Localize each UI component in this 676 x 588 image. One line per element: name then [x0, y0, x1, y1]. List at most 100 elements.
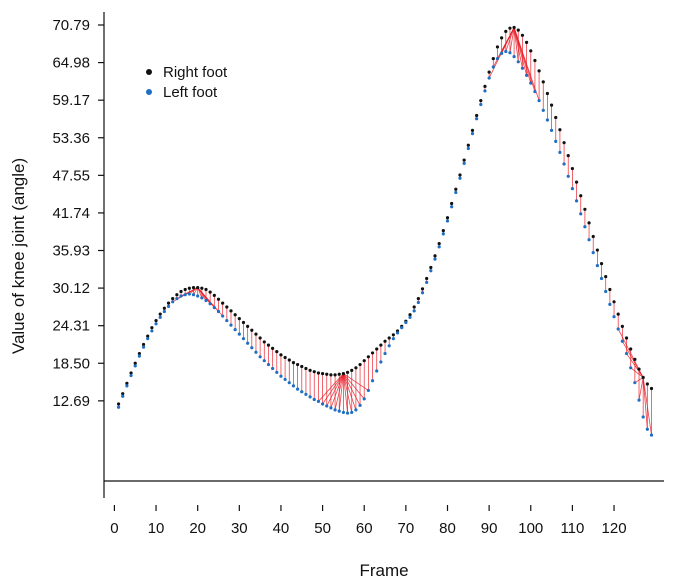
right-foot-point	[350, 368, 354, 372]
left-foot-point	[641, 415, 645, 419]
left-foot-point	[325, 404, 329, 408]
right-foot-point	[441, 229, 445, 233]
x-tick-label: 60	[356, 520, 373, 537]
left-foot-point	[541, 108, 545, 112]
right-foot-point	[308, 368, 312, 372]
left-foot-point	[225, 318, 229, 323]
right-foot-point	[645, 382, 649, 386]
left-foot-point	[354, 408, 358, 412]
y-axis-title: Value of knee joint (angle)	[9, 158, 28, 354]
x-tick-label: 10	[148, 520, 165, 537]
left-foot-point	[574, 199, 579, 203]
right-foot-point	[595, 248, 599, 252]
right-foot-point	[570, 166, 575, 171]
left-foot-point	[558, 150, 562, 154]
left-foot-point	[487, 76, 491, 80]
left-foot-point	[296, 387, 300, 391]
left-foot-point	[624, 351, 629, 356]
x-tick-label: 50	[314, 520, 331, 537]
right-foot-point	[566, 154, 570, 158]
left-foot-point	[645, 427, 649, 431]
right-foot-point	[541, 80, 545, 84]
right-foot-point	[116, 402, 121, 406]
right-foot-point	[375, 347, 379, 351]
left-foot-point	[595, 263, 599, 268]
x-ticks-group: 0 10 20 30 40 50 60 70 80 90 100 110 120	[110, 505, 627, 537]
left-foot-point	[408, 315, 412, 319]
left-foot-point	[383, 351, 387, 356]
right-foot-point	[416, 296, 420, 301]
connector-line	[343, 373, 353, 413]
y-tick-label: 24.31	[52, 318, 90, 335]
left-foot-point	[412, 309, 416, 313]
right-foot-point	[333, 373, 337, 377]
right-foot-point	[512, 25, 516, 30]
connector-line	[642, 377, 648, 430]
y-tick-label: 12.69	[52, 393, 90, 410]
left-foot-point	[250, 346, 254, 350]
left-foot-point	[121, 394, 125, 398]
right-foot-point	[296, 362, 300, 367]
connector-line	[322, 373, 344, 405]
left-foot-point	[362, 397, 366, 401]
right-foot-point	[516, 28, 520, 32]
right-foot-point	[175, 293, 179, 297]
right-foot-point	[458, 173, 462, 177]
left-foot-point	[266, 362, 271, 367]
left-foot-point	[329, 406, 333, 410]
right-foot-point	[320, 372, 325, 376]
right-foot-point	[520, 33, 525, 37]
right-foot-point	[133, 361, 137, 365]
left-foot-point	[529, 81, 533, 85]
x-tick-label: 120	[602, 520, 627, 537]
right-foot-point	[529, 49, 533, 53]
left-foot-point	[533, 89, 537, 94]
left-foot-point	[587, 238, 591, 242]
connector-line	[334, 373, 344, 410]
right-foot-point	[266, 343, 271, 347]
right-foot-point	[279, 353, 283, 357]
connector-line	[638, 377, 644, 401]
right-foot-point	[599, 262, 604, 266]
left-foot-point	[520, 66, 525, 70]
left-foot-point	[183, 293, 187, 297]
right-foot-point	[137, 351, 141, 356]
right-foot-point	[204, 287, 208, 292]
connector-line	[630, 367, 644, 378]
right-foot-point	[154, 318, 158, 323]
right-foot-point	[629, 347, 633, 351]
left-foot-point	[462, 161, 466, 165]
left-foot-point	[283, 377, 287, 382]
legend-label-right-foot: Right foot	[163, 64, 228, 81]
left-foot-point	[566, 174, 570, 178]
right-foot-point	[583, 207, 587, 211]
left-foot-point	[229, 323, 233, 327]
x-tick-label: 0	[110, 520, 118, 537]
left-foot-point	[208, 302, 212, 306]
left-foot-point	[479, 102, 483, 107]
right-foot-point	[341, 372, 346, 376]
left-foot-point	[125, 384, 129, 388]
connector-line	[338, 373, 344, 412]
left-foot-point	[350, 410, 354, 415]
connector-line	[318, 373, 344, 402]
left-foot-point	[404, 320, 408, 325]
y-tick-label: 35.93	[52, 243, 90, 260]
right-foot-point	[616, 312, 620, 316]
left-foot-point	[549, 128, 554, 132]
right-foot-point	[329, 373, 333, 377]
connector-line	[343, 373, 361, 406]
left-foot-point	[146, 337, 150, 341]
right-foot-point	[212, 293, 216, 297]
connector-line	[626, 353, 644, 378]
left-foot-point	[375, 369, 379, 373]
connector-line	[622, 341, 644, 378]
left-foot-point	[433, 257, 437, 261]
connector-line	[634, 377, 644, 384]
legend-marker-right-foot	[146, 69, 152, 75]
right-foot-point	[358, 362, 362, 367]
right-foot-point	[574, 180, 579, 184]
legend: Right foot Left foot	[146, 64, 228, 101]
x-tick-label: 80	[439, 520, 456, 537]
left-foot-point	[470, 132, 475, 136]
